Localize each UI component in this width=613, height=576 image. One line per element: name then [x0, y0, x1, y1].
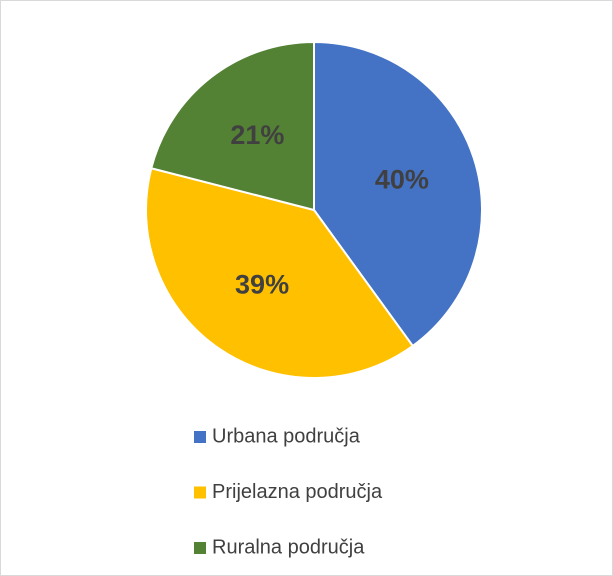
- pie-slice: [313, 40, 483, 348]
- legend-label: Ruralna područja: [212, 536, 365, 558]
- legend-swatch: [194, 431, 206, 443]
- legend-label: Urbana područja: [212, 425, 361, 447]
- pie-slice: [145, 167, 415, 379]
- data-label: 40%: [375, 165, 429, 195]
- pie-slice: [150, 40, 315, 212]
- data-label: 39%: [235, 270, 289, 300]
- data-label: 21%: [230, 120, 284, 150]
- legend-label: Prijelazna područja: [212, 481, 383, 503]
- legend-swatch: [194, 542, 206, 554]
- legend-swatch: [194, 486, 206, 499]
